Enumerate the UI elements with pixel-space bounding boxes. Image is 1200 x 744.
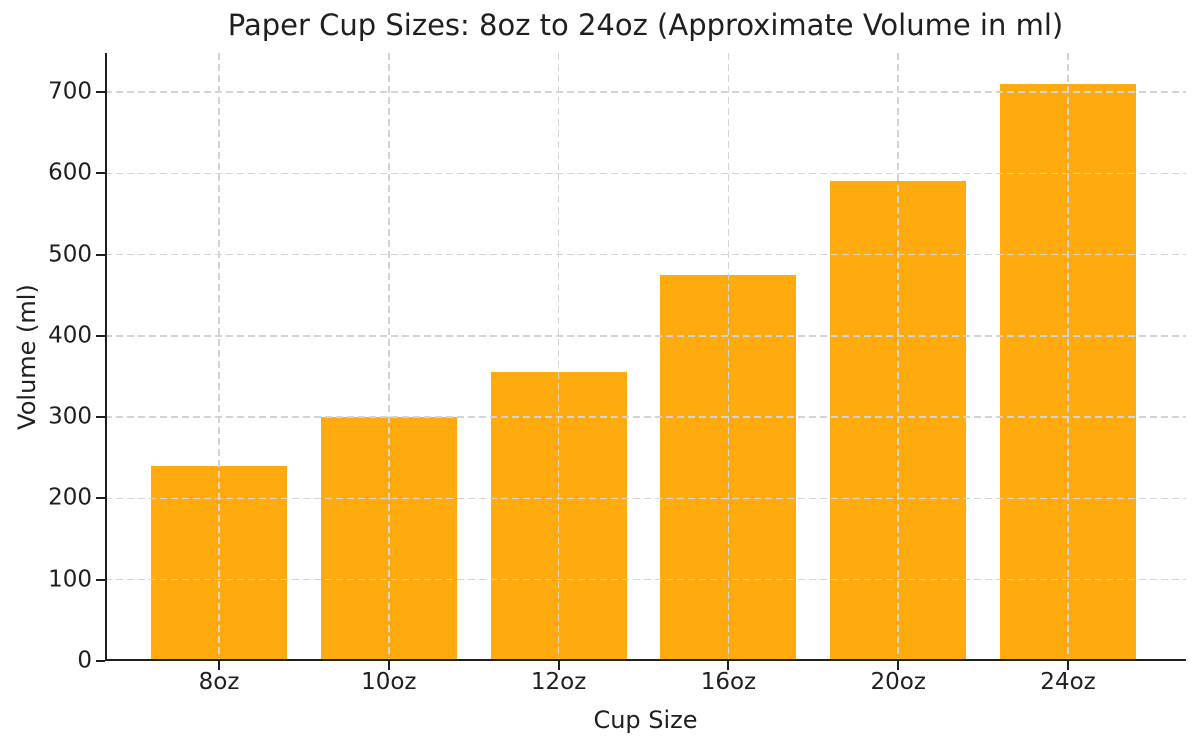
plot-area — [96, 53, 1186, 670]
y-tick-label: 100 — [48, 566, 92, 593]
y-tick-label: 600 — [48, 159, 92, 186]
y-tick-label: 700 — [48, 78, 92, 105]
x-tick-label: 10oz — [361, 669, 417, 695]
y-tick-mark — [96, 91, 105, 94]
x-tick-label: 8oz — [198, 669, 240, 695]
x-axis-label: Cup Size — [593, 706, 698, 734]
y-tick-mark — [96, 416, 105, 419]
y-tick-mark — [96, 253, 105, 256]
x-tick-label: 20oz — [870, 669, 926, 695]
x-tick-label: 12oz — [530, 669, 587, 695]
y-tick-label: 500 — [48, 241, 92, 268]
y-tick-label: 200 — [48, 484, 92, 511]
bar-10oz — [320, 417, 457, 661]
bar-24oz — [1000, 83, 1137, 661]
y-tick-label: 400 — [48, 322, 92, 349]
x-tick-label: 16oz — [700, 669, 757, 695]
y-tick-mark — [96, 334, 105, 337]
y-tick-mark — [96, 172, 105, 175]
x-tick-label: 24oz — [1040, 669, 1096, 695]
y-tick-mark — [96, 578, 105, 581]
bar-16oz — [660, 274, 797, 661]
y-tick-label: 300 — [48, 403, 92, 430]
y-axis-tick-labels: 0 100 200 300 400 500 600 700 — [0, 53, 92, 672]
bars-layer — [105, 53, 1186, 661]
chart-title: Paper Cup Sizes: 8oz to 24oz (Approximat… — [227, 8, 1064, 42]
y-tick-label: 0 — [77, 647, 92, 674]
bar-8oz — [151, 465, 287, 661]
bar-20oz — [830, 181, 967, 661]
y-tick-mark — [96, 497, 105, 500]
x-axis-tick-labels: 8oz 10oz 12oz 16oz 20oz 24oz — [105, 669, 1186, 700]
bar-12oz — [490, 372, 627, 661]
y-tick-mark — [96, 660, 105, 662]
